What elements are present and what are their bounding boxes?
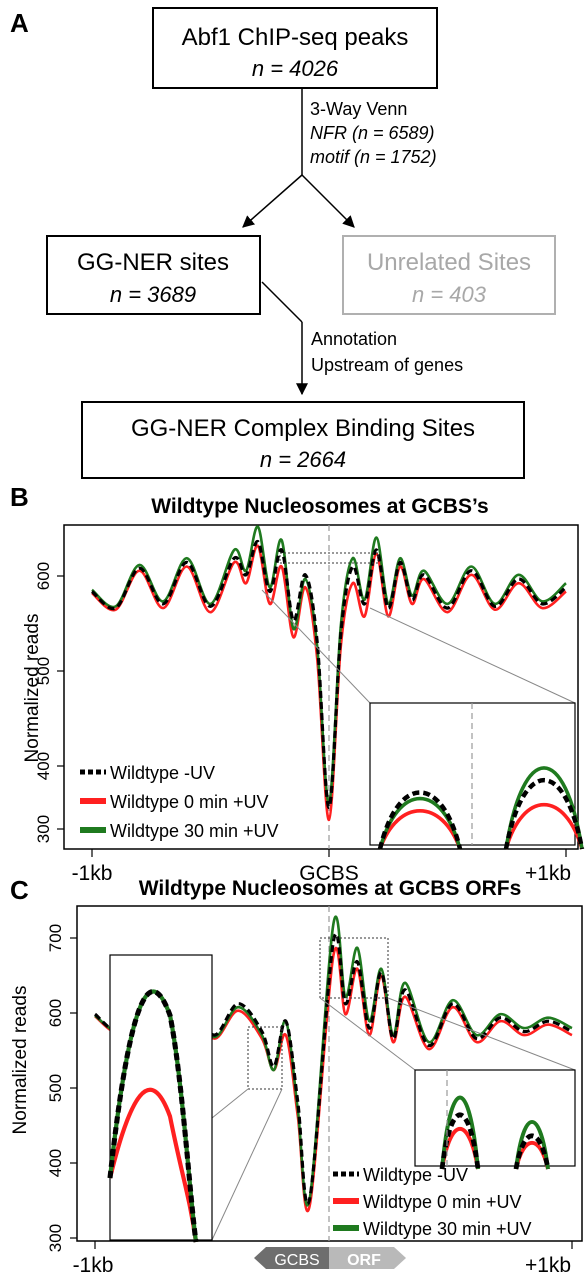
top-box-count: n = 4026 xyxy=(252,56,339,81)
top-box xyxy=(152,7,438,89)
chart-c-zoom-box-right xyxy=(319,937,389,999)
chart-c-zoom-connector xyxy=(211,1088,249,1119)
chart-b-ylabel: Normalized reads xyxy=(22,614,43,763)
gg-ner-count: n = 3689 xyxy=(110,282,196,307)
gcbs-box-title: GG-NER Complex Binding Sites xyxy=(131,415,475,442)
chart-b-inset xyxy=(369,702,585,850)
chart-c-zoom-connector xyxy=(319,997,416,1071)
gcbs-box-count: n = 2664 xyxy=(260,447,346,472)
chart-c-inset-left-series-zero-min xyxy=(107,1087,199,1243)
legend-b-label: Wildtype 30 min +UV xyxy=(110,821,279,841)
chart-c-ylabel: Normalized reads xyxy=(10,986,31,1135)
chart-b-frame xyxy=(63,524,579,850)
orf-arrow-label: ORF xyxy=(347,1252,381,1269)
panel-c-label: C xyxy=(10,875,29,905)
chart-c-inset-left xyxy=(107,954,213,1243)
panel-a-label: A xyxy=(10,8,29,38)
chart-b-ytick-label: 600 xyxy=(34,562,53,590)
legend-c-label: Wildtype -UV xyxy=(363,1165,468,1185)
chart-b-legend: Wildtype -UV Wildtype 0 min +UV Wildtype… xyxy=(80,763,279,841)
chart-b-series xyxy=(90,525,568,822)
annotation-line1: Annotation xyxy=(311,329,397,349)
chart-b-xaxis: -1kb GCBS +1kb xyxy=(72,849,571,885)
gg-ner-title: GG-NER sites xyxy=(77,249,229,276)
chart-c-xtick-label: -1kb xyxy=(73,1254,114,1277)
chart-b-yaxis: 300 400 500 600 xyxy=(34,562,64,843)
chart-b-xtick-label: +1kb xyxy=(525,862,571,885)
chart-c-zoom-connector xyxy=(211,1088,283,1241)
venn-nfr: NFR (n = 6589) xyxy=(310,123,435,143)
chart-c-yaxis: 300 400 500 600 700 xyxy=(46,924,77,1252)
chart-b-inset-series xyxy=(377,766,585,850)
venn-motif: motif (n = 1752) xyxy=(310,147,437,167)
legend-b-label: Wildtype -UV xyxy=(110,763,215,783)
gcbs-arrow-shape xyxy=(254,1247,329,1269)
panel-a: A Abf1 ChIP-seq peaks n = 4026 3-Way Ven… xyxy=(10,7,556,479)
legend-c-label: Wildtype 30 min +UV xyxy=(363,1219,532,1239)
unrelated-count: n = 403 xyxy=(412,282,487,307)
chart-c-zoom-connector xyxy=(387,997,576,1071)
chart-c-ytick-label: 500 xyxy=(46,1074,65,1102)
annotation-connector xyxy=(261,281,303,323)
legend-b-label: Wildtype 0 min +UV xyxy=(110,792,269,812)
unrelated-title: Unrelated Sites xyxy=(367,249,531,276)
chart-c-inset-right-frame xyxy=(414,1069,576,1167)
gcbs-arrow-label: GCBS xyxy=(274,1252,319,1269)
orf-arrow-shape xyxy=(329,1247,406,1269)
chart-c-gcbs-orf-arrow: GCBS ORF xyxy=(254,1247,406,1269)
chart-b-ytick-label: 300 xyxy=(34,815,53,843)
chart-c-ytick-label: 700 xyxy=(46,924,65,952)
gg-ner-box xyxy=(46,235,261,315)
chart-b-inset-series-minus-uv xyxy=(377,777,585,850)
chart-b-ytick-label: 400 xyxy=(34,752,53,780)
chart-c-inset-left-series xyxy=(107,989,199,1243)
venn-title: 3-Way Venn xyxy=(310,99,407,119)
chart-b-inset-series-zero-min xyxy=(378,803,584,850)
chart-c-inset-right-series-minus-uv xyxy=(439,1112,551,1170)
chart-c-series-minus-uv xyxy=(93,932,573,1206)
chart-b-ytick-label: 500 xyxy=(34,657,53,685)
legend-c-label: Wildtype 0 min +UV xyxy=(363,1192,522,1212)
chart-b-zoom-connector xyxy=(369,607,576,704)
chart-c-legend: Wildtype -UV Wildtype 0 min +UV Wildtype… xyxy=(333,1165,532,1239)
chart-c-zoom-box-left xyxy=(247,1026,283,1090)
gcbs-box xyxy=(81,401,525,479)
arrow-to-gg-ner xyxy=(242,174,303,228)
panel-b-label: B xyxy=(10,482,29,512)
panel-b: B Wildtype Nucleosomes at GCBS’s Normali… xyxy=(10,482,585,885)
annotation-line2: Upstream of genes xyxy=(311,355,463,375)
chart-c-xaxis: -1kb +1kb xyxy=(73,1241,573,1277)
chart-c-inset-right-series xyxy=(439,1095,551,1170)
chart-c-title: Wildtype Nucleosomes at GCBS ORFs xyxy=(139,877,522,900)
unrelated-box xyxy=(342,235,556,315)
chart-c-ytick-label: 600 xyxy=(46,999,65,1027)
chart-b-series-zero-min xyxy=(91,544,567,822)
chart-c-xtick-label: +1kb xyxy=(525,1254,571,1277)
chart-c-ytick-label: 300 xyxy=(46,1224,65,1252)
chart-c-ytick-label: 400 xyxy=(46,1149,65,1177)
chart-b-xtick-label: GCBS xyxy=(299,862,359,885)
chart-c-inset-right xyxy=(414,1069,576,1170)
arrow-to-unrelated xyxy=(301,174,355,228)
chart-b-xtick-label: -1kb xyxy=(72,862,113,885)
top-box-title: Abf1 ChIP-seq peaks xyxy=(182,24,409,51)
chart-b-title: Wildtype Nucleosomes at GCBS’s xyxy=(151,495,488,518)
chart-c-inset-left-series-minus-uv xyxy=(107,989,199,1243)
chart-b-zoom-connector xyxy=(261,589,371,704)
chart-b-series-minus-uv xyxy=(90,539,568,810)
panel-c: C Wildtype Nucleosomes at GCBS ORFs Norm… xyxy=(10,875,583,1277)
